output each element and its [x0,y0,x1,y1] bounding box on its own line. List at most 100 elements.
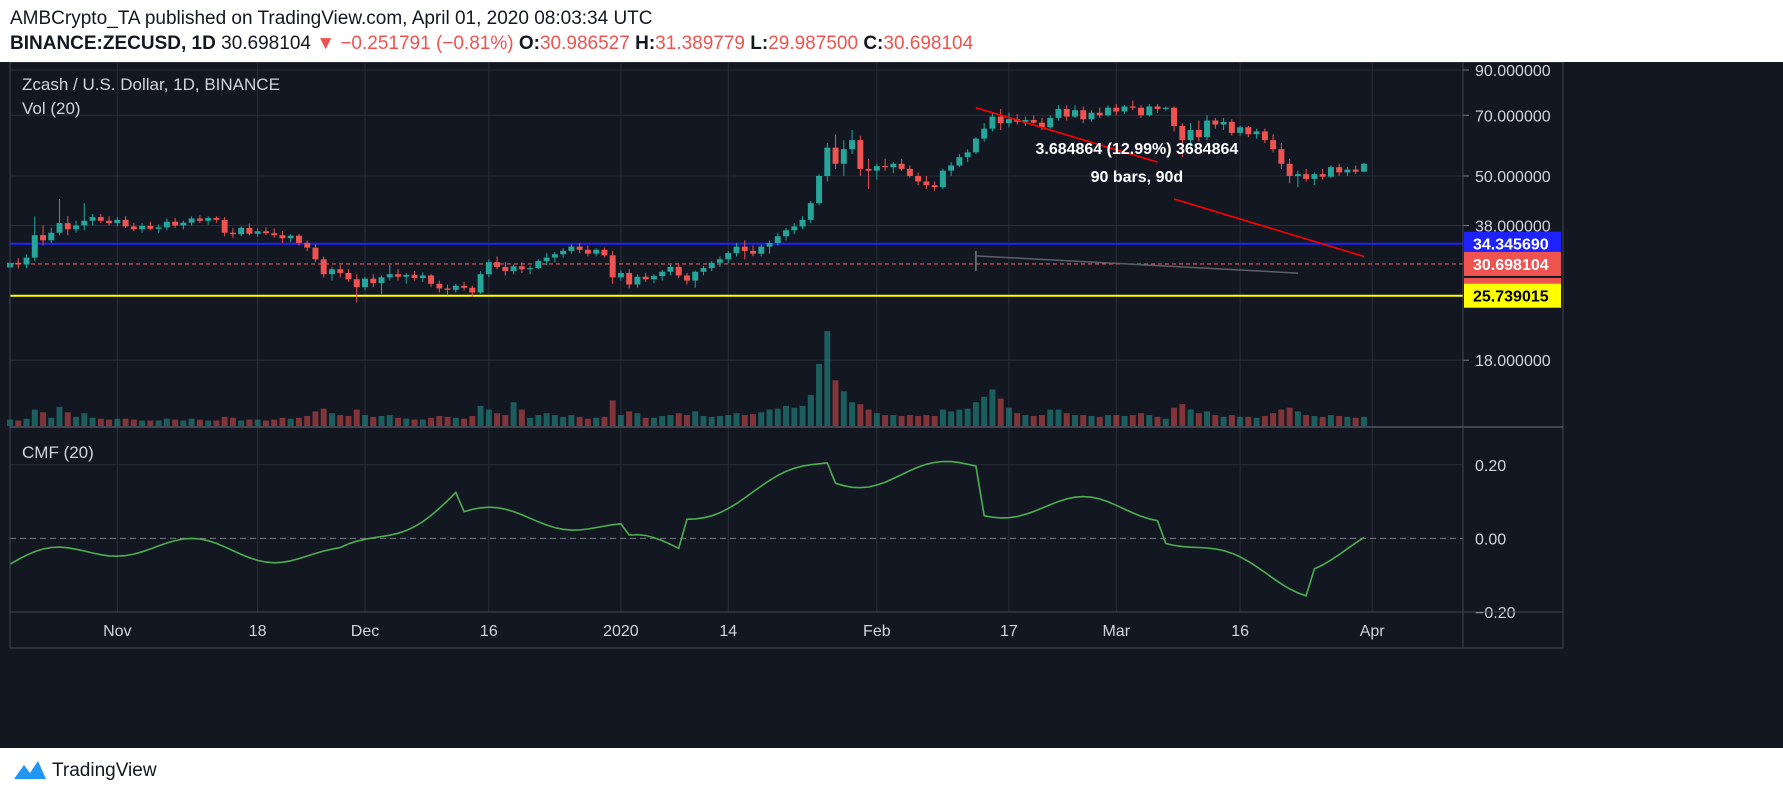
tradingview-logo-icon[interactable] [12,757,48,783]
candle-body [502,266,509,272]
volume-bar [923,415,930,426]
candle-body [163,221,170,228]
trendline[interactable] [1173,198,1365,258]
price-change: ▼ −0.251791 (−0.81%) [316,33,514,54]
volume-bar [915,415,922,426]
candle [1319,168,1326,180]
trendline[interactable] [975,106,1158,163]
volume-bar [395,417,401,426]
volume-bar [411,419,418,426]
candle-body [1212,120,1219,125]
candle [510,264,517,275]
volume-bar [997,398,1004,426]
volume-bar [295,417,302,426]
volume-bar [1063,413,1070,426]
candle [353,274,360,303]
candle [1228,119,1235,136]
candle-body [1344,169,1351,173]
candle [320,256,327,278]
candle-body [1187,130,1194,141]
candle-body [708,262,715,269]
x-tick-label: Nov [103,623,131,640]
candle [97,213,104,224]
volume-bar [262,420,269,426]
candle-body [584,249,591,254]
candle-body [1171,107,1178,126]
y-tick-label: 90.000000 [1475,63,1551,80]
candle-body [923,181,930,186]
level-label: 34.345690 [1473,237,1549,254]
candle-body [436,283,443,289]
volume-bar [882,415,889,426]
volume-bar [477,405,484,426]
candle [477,271,484,294]
volume-bar [873,413,880,426]
volume-bar [675,413,682,426]
candle [692,270,699,288]
publisher-name[interactable]: AMBCrypto_TA [10,8,140,29]
tradingview-brand[interactable]: TradingView [52,760,157,781]
candle [1352,165,1359,175]
candle-body [15,262,22,265]
volume-bar [56,406,63,426]
measure-tool[interactable]: 3.684864 (12.99%) 3684864 90 bars, 90d [975,141,1298,274]
candle-body [551,254,558,258]
trendlines[interactable] [975,106,1365,258]
candle [832,134,839,169]
candle [229,227,236,238]
candle [1286,158,1293,184]
candle [89,213,96,226]
volume-bar [1187,409,1194,426]
measure-line[interactable] [975,255,1298,274]
volume-bar [939,409,946,426]
high-value: 31.389779 [655,33,745,54]
candle-body [221,219,228,233]
close-value: 30.698104 [883,33,974,54]
volume-bar [502,415,509,426]
candle [1162,106,1169,111]
candle-body [485,262,492,275]
volume-bar [750,414,756,426]
volume-bar [758,412,765,426]
volume-bar [626,411,633,426]
candle [1237,125,1244,136]
candle-body [601,249,608,256]
cmf-y-tick-label: 0.00 [1475,531,1506,548]
candle-body [543,257,550,262]
candle-body [1005,119,1012,124]
volume-bar [774,408,781,426]
candle [650,274,657,284]
volume-bar [1311,415,1318,426]
candle-body [906,168,913,176]
volume-bar [948,411,955,426]
volume-bar [527,417,534,426]
axes: Nov 18 Dec 16 2020 14 Feb 17 Mar 16 Apr 90.000000 70… [9,62,1564,649]
candle [601,247,608,258]
volume-bar [1162,418,1169,426]
candle [593,248,600,257]
candle-body [997,116,1004,124]
candle [370,274,377,288]
close-label: C: [863,33,884,54]
volume-bar [890,415,897,426]
volume-bar [931,415,938,426]
volume-bar [444,416,451,426]
candle [1005,112,1012,128]
candle [81,203,88,231]
volume-bar [1080,415,1087,426]
candle-body [807,203,814,220]
volume-bar [163,418,170,426]
volume-bar [1278,409,1285,426]
candle [774,232,781,246]
chart-canvas[interactable]: 3.684864 (12.99%) 3684864 90 bars, 90d N… [0,62,1783,748]
volume-bar [287,418,294,426]
volume-bar [461,418,468,426]
volume-bar [130,419,137,426]
candle-body [617,272,624,278]
volume-bar [1195,413,1202,426]
candle-body [972,138,979,153]
candle-body [1096,112,1103,116]
candle [750,245,756,257]
candle [667,264,674,276]
volume-bar [576,416,583,426]
